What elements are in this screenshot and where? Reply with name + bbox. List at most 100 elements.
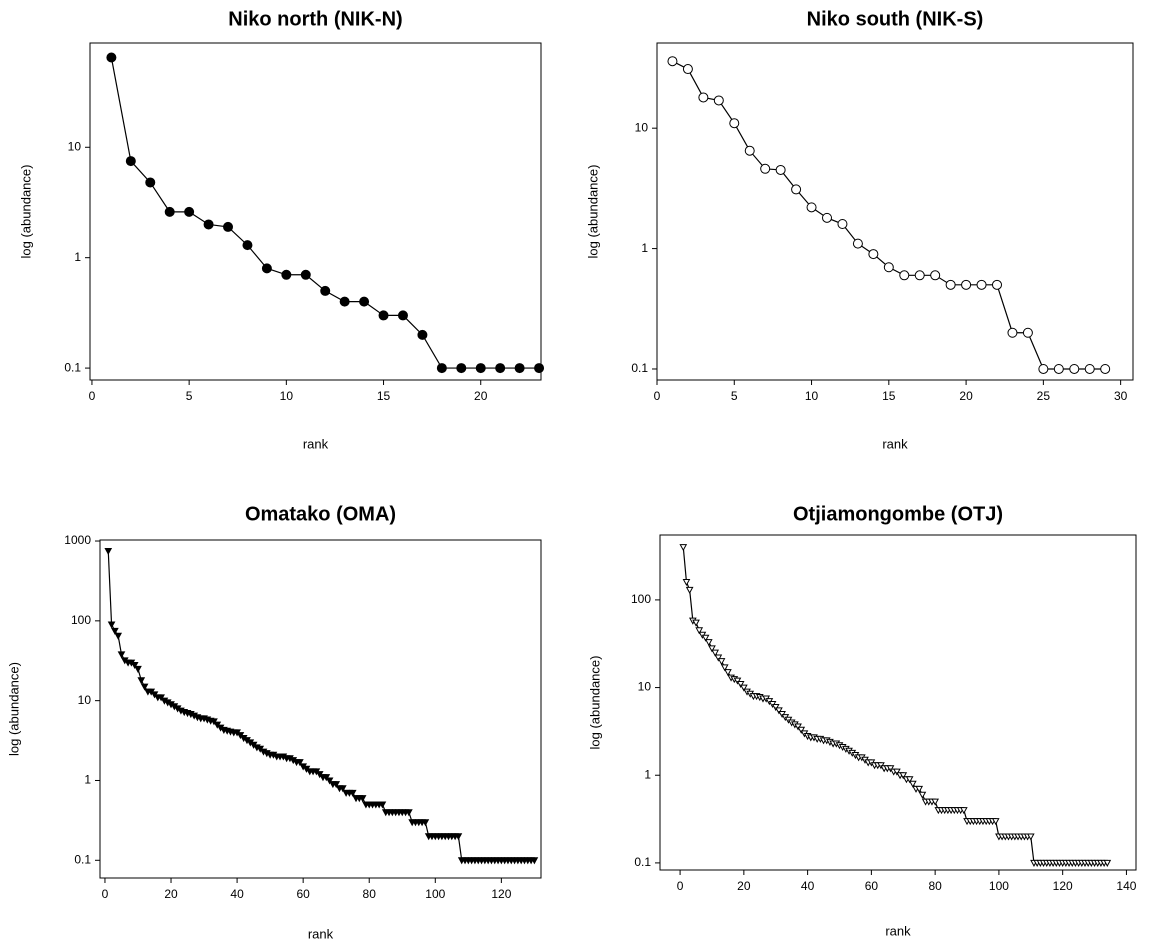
data-point — [775, 707, 783, 715]
data-point — [1053, 363, 1064, 374]
data-point — [729, 118, 740, 129]
data-point — [495, 363, 506, 374]
data-point — [397, 310, 408, 321]
data-point — [914, 270, 925, 281]
data-point — [852, 238, 863, 249]
y-tick-label: 1 — [74, 250, 81, 264]
plot-frame — [656, 42, 1134, 381]
x-tick-label: 10 — [805, 389, 819, 403]
x-tick-label: 100 — [989, 879, 1009, 893]
data-point — [378, 310, 389, 321]
data-point — [918, 791, 927, 799]
data-point — [1084, 363, 1095, 374]
data-point — [1103, 859, 1112, 867]
data-point — [883, 262, 894, 273]
data-point — [454, 833, 463, 841]
y-axis-label: log (abundance) — [587, 656, 602, 750]
data-point — [157, 694, 165, 702]
data-point — [339, 296, 350, 307]
data-point — [125, 156, 136, 167]
data-point — [322, 774, 331, 782]
data-point — [679, 544, 688, 552]
data-point — [114, 632, 123, 640]
data-point — [456, 363, 467, 374]
x-tick-label: 30 — [1114, 389, 1128, 403]
x-tick-label: 80 — [928, 879, 942, 893]
y-axis-label: log (abundance) — [6, 662, 21, 756]
data-point — [945, 279, 956, 290]
data-point — [296, 759, 304, 767]
y-tick-label: 1000 — [64, 533, 91, 547]
x-tick-label: 0 — [677, 879, 684, 893]
data-point — [140, 683, 149, 691]
data-point — [325, 777, 334, 785]
data-point — [908, 780, 917, 788]
x-tick-label: 15 — [377, 389, 391, 403]
data-point — [915, 785, 924, 793]
data-point — [760, 163, 771, 174]
x-tick-label: 20 — [474, 389, 488, 403]
x-tick-label: 0 — [89, 389, 96, 403]
data-point — [203, 219, 214, 230]
data-point — [164, 206, 175, 217]
x-tick-label: 20 — [959, 389, 973, 403]
x-tick-label: 140 — [1116, 879, 1136, 893]
x-tick-label: 60 — [296, 887, 310, 901]
data-point — [692, 619, 700, 627]
y-tick-label: 10 — [68, 139, 82, 153]
data-point — [794, 723, 802, 731]
x-axis-label: rank — [303, 436, 329, 451]
chart-title: Niko north (NIK-N) — [228, 8, 402, 30]
data-point — [959, 807, 968, 815]
data-point — [930, 270, 941, 281]
data-point — [338, 785, 347, 793]
data-point — [931, 798, 939, 806]
data-point — [992, 279, 1002, 290]
x-tick-label: 120 — [1053, 879, 1073, 893]
x-tick-label: 0 — [102, 887, 109, 901]
data-point — [475, 363, 486, 374]
x-tick-label: 10 — [280, 389, 294, 403]
data-point — [261, 263, 272, 274]
x-tick-label: 5 — [186, 389, 193, 403]
data-point — [281, 269, 292, 280]
data-point — [436, 363, 447, 374]
x-tick-label: 5 — [731, 389, 738, 403]
data-point — [348, 789, 357, 797]
data-point — [717, 658, 726, 666]
x-tick-label: 25 — [1037, 389, 1051, 403]
chart-title: Otjiamongombe (OTJ) — [793, 503, 1003, 525]
data-point — [223, 221, 234, 232]
data-point — [1069, 363, 1080, 374]
data-point — [991, 818, 1000, 826]
data-point — [806, 202, 817, 213]
data-point — [1026, 833, 1035, 841]
data-point — [359, 296, 370, 307]
y-tick-label: 100 — [631, 592, 651, 606]
data-point — [145, 177, 156, 188]
data-point — [137, 677, 146, 685]
data-point — [905, 776, 914, 784]
data-point — [107, 621, 116, 629]
data-point — [775, 164, 786, 175]
data-point — [837, 219, 848, 230]
data-point — [701, 634, 710, 642]
data-point — [797, 726, 806, 734]
data-point — [976, 279, 987, 290]
data-point — [104, 547, 113, 556]
data-line — [672, 60, 1106, 370]
data-point — [961, 279, 972, 290]
plot-frame — [89, 42, 542, 381]
data-point — [1100, 363, 1111, 374]
data-point — [332, 781, 341, 789]
y-tick-label: 0.1 — [64, 360, 81, 374]
data-point — [822, 212, 832, 223]
data-point — [682, 64, 693, 75]
x-axis-label: rank — [882, 436, 908, 451]
x-axis-label: rank — [885, 923, 911, 938]
data-point — [713, 95, 724, 106]
data-point — [685, 586, 694, 594]
data-point — [534, 363, 545, 374]
data-point — [893, 768, 901, 776]
